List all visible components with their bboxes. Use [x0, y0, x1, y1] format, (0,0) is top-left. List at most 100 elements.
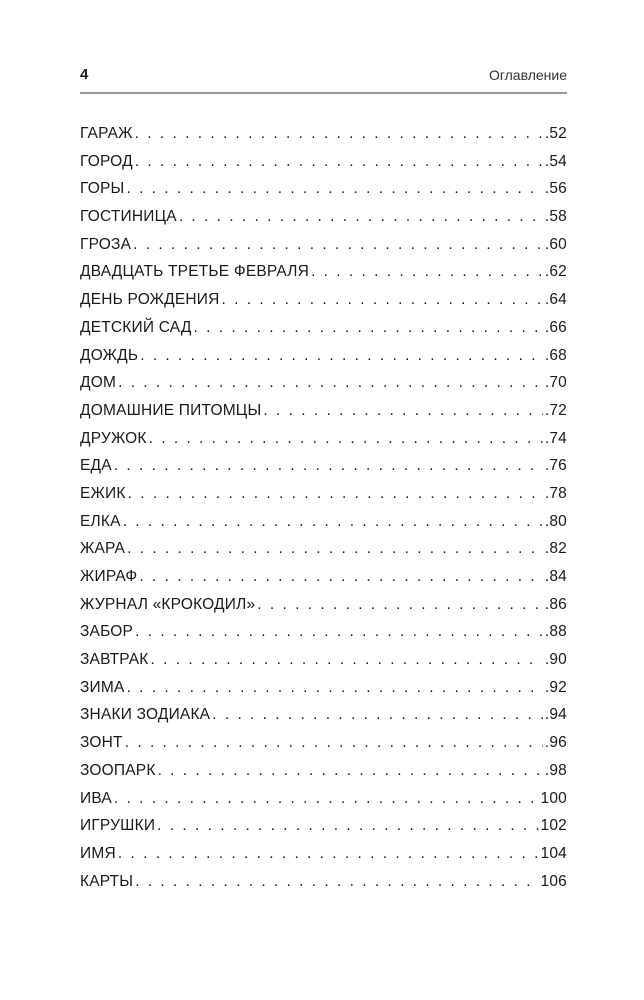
toc-entry-page: 102 [540, 817, 567, 835]
toc-entry-page: .90 [544, 651, 567, 669]
dot-leader [212, 704, 543, 726]
dot-leader [135, 621, 543, 643]
dot-leader [118, 843, 539, 865]
toc-entry-page: .72 [544, 401, 567, 419]
toc-entry-page: .88 [544, 623, 567, 641]
page-number: 4 [80, 66, 89, 83]
toc-entry: ЗНАКИ ЗОДИАКА .94 [80, 704, 567, 732]
toc-entry-title: ГАРАЖ [80, 125, 133, 142]
dot-leader [149, 428, 543, 450]
dot-leader [135, 123, 543, 145]
toc-entry: ЕДА .76 [80, 455, 567, 483]
toc-entry-title: ЖИРАФ [80, 568, 138, 585]
toc-entry: ДОМ .70 [80, 372, 567, 400]
toc-entry: ДВАДЦАТЬ ТРЕТЬЕ ФЕВРАЛЯ .62 [80, 261, 567, 289]
toc-entry-page: 104 [540, 844, 567, 862]
toc-entry-title: ЗАБОР [80, 623, 134, 641]
dot-leader [158, 760, 543, 782]
toc-entry-page: 100 [540, 789, 567, 807]
toc-entry-page: .94 [544, 706, 567, 724]
toc-entry: ГОРЫ .56 [80, 178, 567, 206]
dot-leader [127, 538, 543, 560]
toc-entry: ИВА 100 [80, 788, 567, 816]
toc-entry-title: ДОЖДЬ [80, 346, 139, 364]
toc-entry-title: ГРОЗА [80, 235, 132, 253]
toc-entry-page: .74 [544, 429, 567, 447]
toc-entry: ГРОЗА .60 [80, 234, 567, 262]
toc-entry-title: ИМЯ [80, 844, 116, 862]
toc-entry-page: .82 [544, 540, 567, 558]
toc-entry-page: .78 [544, 484, 567, 502]
toc-entry: ЗОНТ .96 [80, 732, 567, 760]
toc-entry-title: ЖУРНАЛ «КРОКОДИЛ» [80, 595, 256, 613]
toc-entry: ДОЖДЬ .68 [80, 345, 567, 373]
toc-entry-title: ДОМ [80, 374, 117, 392]
toc-entry-page: .96 [544, 734, 567, 752]
dot-leader [128, 483, 543, 505]
dot-leader [118, 372, 543, 394]
toc-entry-page: .58 [544, 208, 567, 226]
toc-entry-title: ДЕТСКИЙ САД [80, 318, 192, 336]
dot-leader [222, 289, 543, 311]
toc-entry-title: ЗОНТ [80, 734, 123, 752]
dot-leader [151, 649, 543, 671]
toc-entry: ДЕНЬ РОЖДЕНИЯ .64 [80, 289, 567, 317]
toc-entry: ЖАРА .82 [80, 538, 567, 566]
toc-entry-title: ЗНАКИ ЗОДИАКА [80, 706, 211, 724]
toc-entry: ЗИМА .92 [80, 677, 567, 705]
toc-entry-page: .60 [544, 235, 567, 253]
toc-entry-page: .92 [544, 678, 567, 696]
toc-entry: ЗАВТРАК .90 [80, 649, 567, 677]
toc-entry-page: .64 [544, 291, 567, 309]
toc-entry-page: .62 [544, 263, 567, 281]
toc-entry: ЗООПАРК .98 [80, 760, 567, 788]
toc-entry-title: ЖАРА [80, 540, 126, 558]
dot-leader [133, 234, 543, 256]
toc-entry-page: .68 [544, 346, 567, 364]
toc-entry-title: КАРТЫ [80, 872, 134, 890]
toc-entry-page: .52 [544, 125, 567, 142]
toc-entry: ЖИРАФ .84 [80, 566, 567, 594]
section-title: Оглавление [488, 67, 567, 83]
toc-entry-title: ДОМАШНИЕ ПИТОМЦЫ [80, 401, 262, 419]
toc-entry: ЕЖИК .78 [80, 483, 567, 511]
toc-entry-title: ЕЛКА [80, 512, 121, 530]
toc-entry-page: .56 [544, 180, 567, 198]
dot-leader [127, 677, 543, 699]
dot-leader [194, 317, 543, 339]
toc-entry: ЕЛКА .80 [80, 511, 567, 539]
toc-entry: КАРТЫ 106 [80, 871, 567, 899]
dot-leader [139, 566, 542, 588]
toc-entry-title: ИВА [80, 789, 112, 807]
toc-entry-title: ЕЖИК [80, 484, 126, 502]
toc-entry-title: ЕДА [80, 457, 112, 475]
dot-leader [311, 261, 543, 283]
toc-entry-title: ДРУЖОК [80, 429, 147, 447]
toc-entry: ИМЯ 104 [80, 843, 567, 871]
dot-leader [126, 178, 542, 200]
dot-leader [135, 151, 543, 173]
dot-leader [114, 455, 543, 477]
toc-entry-page: .84 [544, 568, 567, 585]
dot-leader [123, 511, 543, 533]
toc-entry-page: 106 [540, 872, 567, 890]
toc-entry-title: ЗАВТРАК [80, 651, 149, 669]
toc-entry-title: ГОРОД [80, 152, 133, 170]
toc-entry: ИГРУШКИ 102 [80, 815, 567, 843]
toc-entry-title: ИГРУШКИ [80, 817, 156, 835]
running-header: 4 Оглавление [80, 66, 567, 94]
dot-leader [125, 732, 543, 754]
toc-entry-title: ЗИМА [80, 678, 125, 696]
toc-entry-page: .54 [544, 152, 567, 170]
dot-leader [263, 400, 542, 422]
dot-leader [257, 594, 543, 616]
toc-entry-title: ГОСТИНИЦА [80, 208, 177, 226]
toc-entry: ГОСТИНИЦА .58 [80, 206, 567, 234]
dot-leader [157, 815, 538, 837]
toc-entry: ДРУЖОК .74 [80, 428, 567, 456]
toc-entry: ДЕТСКИЙ САД .66 [80, 317, 567, 345]
toc-entry: ЗАБОР .88 [80, 621, 567, 649]
toc-entry-page: .70 [544, 374, 567, 392]
toc-entry-page: .98 [544, 761, 567, 779]
toc-entry: ДОМАШНИЕ ПИТОМЦЫ .72 [80, 400, 567, 428]
